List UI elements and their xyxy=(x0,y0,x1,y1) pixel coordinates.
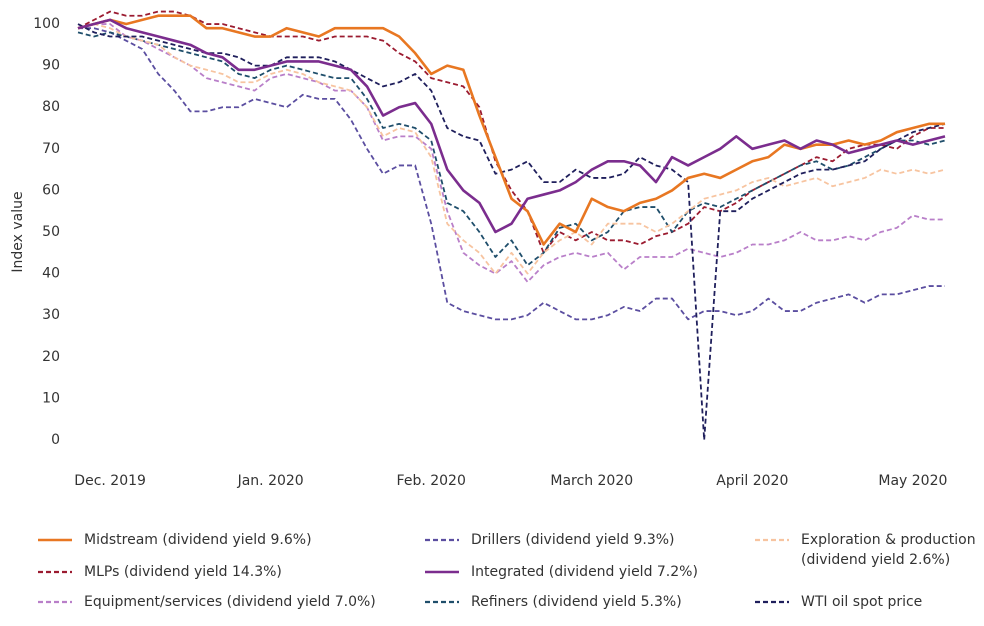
y-tick-label: 40 xyxy=(42,266,60,282)
legend-item: Midstream (dividend yield 9.6%) xyxy=(38,530,418,550)
x-tick-label: Feb. 2020 xyxy=(397,473,466,489)
legend-swatch xyxy=(755,600,789,604)
legend-swatch xyxy=(38,538,72,542)
x-tick-label: April 2020 xyxy=(716,473,788,489)
legend-item: Integrated (dividend yield 7.2%) xyxy=(425,562,805,582)
y-tick-label: 10 xyxy=(42,390,60,406)
x-tick-label: Dec. 2019 xyxy=(74,473,146,489)
legend-swatch xyxy=(425,570,459,574)
x-tick-label: March 2020 xyxy=(550,473,633,489)
legend-label: Drillers (dividend yield 9.3%) xyxy=(471,532,675,548)
y-tick-label: 0 xyxy=(51,432,60,448)
legend-swatch xyxy=(38,600,72,604)
legend-item: Equipment/services (dividend yield 7.0%) xyxy=(38,592,418,612)
legend-swatch xyxy=(425,600,459,604)
x-tick-label: May 2020 xyxy=(878,473,947,489)
y-tick-label: 30 xyxy=(42,307,60,323)
legend-label: Exploration & production (dividend yield… xyxy=(801,532,976,568)
legend-label: Midstream (dividend yield 9.6%) xyxy=(84,532,312,548)
legend-item: Refiners (dividend yield 5.3%) xyxy=(425,592,805,612)
series-line xyxy=(78,27,945,321)
chart: Index value 0 10 20 30 40 50 60 70 80 90 100 Dec. 2… xyxy=(10,10,947,489)
legend-swatch xyxy=(755,538,789,542)
series-line xyxy=(77,23,945,283)
legend-label: Integrated (dividend yield 7.2%) xyxy=(471,564,698,580)
legend-item: Drillers (dividend yield 9.3%) xyxy=(425,530,805,550)
legend-label: Equipment/services (dividend yield 7.0%) xyxy=(84,594,376,610)
legend-item: WTI oil spot price xyxy=(755,592,984,612)
series-line xyxy=(77,18,946,234)
y-tick-label: 100 xyxy=(33,16,60,32)
series-line xyxy=(77,31,946,267)
legend-label: MLPs (dividend yield 14.3%) xyxy=(84,564,282,580)
series-line xyxy=(77,10,945,254)
series-line xyxy=(77,23,946,275)
y-tick-label: 50 xyxy=(42,224,60,240)
series-line xyxy=(77,14,945,246)
legend-item: Exploration & production (dividend yield… xyxy=(755,530,984,570)
legend-label: Refiners (dividend yield 5.3%) xyxy=(471,594,682,610)
y-axis-label: Index value xyxy=(10,191,26,272)
y-tick-label: 20 xyxy=(42,349,60,365)
y-tick-label: 60 xyxy=(42,182,60,198)
legend-swatch xyxy=(38,570,72,574)
y-tick-label: 80 xyxy=(42,99,60,115)
x-tick-label: Jan. 2020 xyxy=(237,473,304,489)
legend-item: MLPs (dividend yield 14.3%) xyxy=(38,562,418,582)
legend-label: WTI oil spot price xyxy=(801,594,923,610)
series-line xyxy=(77,23,946,441)
y-tick-label: 70 xyxy=(42,141,60,157)
legend-swatch xyxy=(425,538,459,542)
y-tick-label: 90 xyxy=(42,58,60,74)
